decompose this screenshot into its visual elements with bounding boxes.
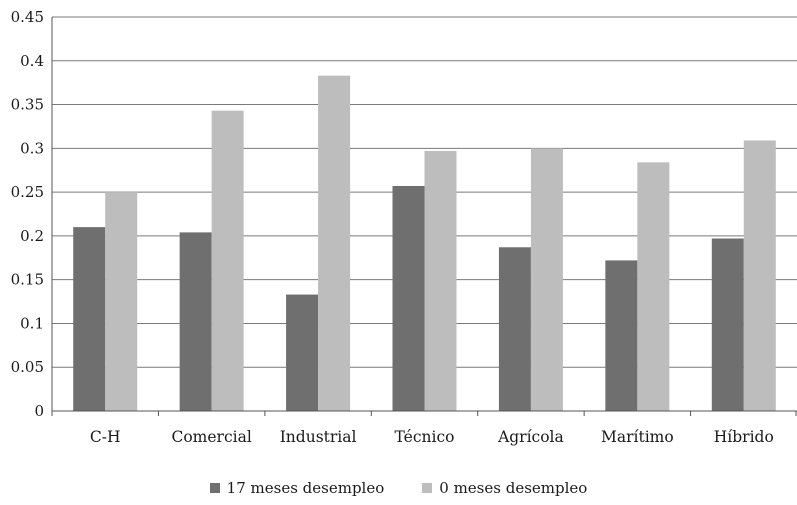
bar-Técnico-0-meses [424,150,457,411]
axes [51,17,797,416]
x-tick-label: Híbrido [714,428,774,446]
bar-C-H-0-meses [105,192,138,411]
bar-Comercial-0-meses [211,110,244,411]
x-tick-label: Agrícola [497,428,564,446]
legend: 17 meses desempleo 0 meses desempleo [0,477,797,499]
legend-item-0-meses: 0 meses desempleo [422,479,587,497]
bar-Agrícola-17-meses [498,247,531,411]
x-tick-label: C-H [90,428,121,446]
y-tick-label: 0.1 [20,314,44,332]
y-tick-label: 0.2 [20,227,44,245]
y-tick-label: 0.25 [11,183,44,201]
y-tick-label: 0.45 [11,8,44,26]
bar-Industrial-0-meses [318,75,351,411]
legend-label-0-meses: 0 meses desempleo [439,479,588,497]
bar-Industrial-17-meses [286,294,319,411]
x-tick-labels: C-H Comercial Industrial Técnico Agrícola Mar… [90,428,774,446]
bar-Agrícola-0-meses [530,148,563,412]
bars [73,75,776,412]
bar-Técnico-17-meses [392,185,425,411]
legend-swatch-17-meses [209,483,220,493]
y-tick-labels: 0 0.05 0.1 0.15 0.2 0.25 0.3 0.35 0.4 0.45 [11,8,44,420]
legend-swatch-0-meses [422,483,433,493]
y-tick-label: 0.05 [11,358,44,376]
x-tick-label: Industrial [280,428,357,446]
y-tick-label: 0.35 [11,96,44,114]
bar-Híbrido-17-meses [711,238,744,411]
x-tick-label: Marítimo [601,428,674,446]
x-tick-label: Técnico [395,428,455,446]
bar-Marítimo-0-meses [637,162,670,411]
y-tick-label: 0.15 [11,271,44,289]
bar-Comercial-17-meses [179,232,212,411]
x-tick-label: Comercial [171,428,251,446]
bar-Híbrido-0-meses [743,140,776,411]
bar-C-H-17-meses [73,227,106,411]
legend-item-17-meses: 17 meses desempleo [209,479,385,497]
bar-Marítimo-17-meses [605,260,638,411]
y-tick-label: 0.3 [20,139,44,157]
legend-label-17-meses: 17 meses desempleo [226,479,385,497]
y-tick-label: 0 [34,402,44,420]
y-tick-label: 0.4 [20,52,44,70]
